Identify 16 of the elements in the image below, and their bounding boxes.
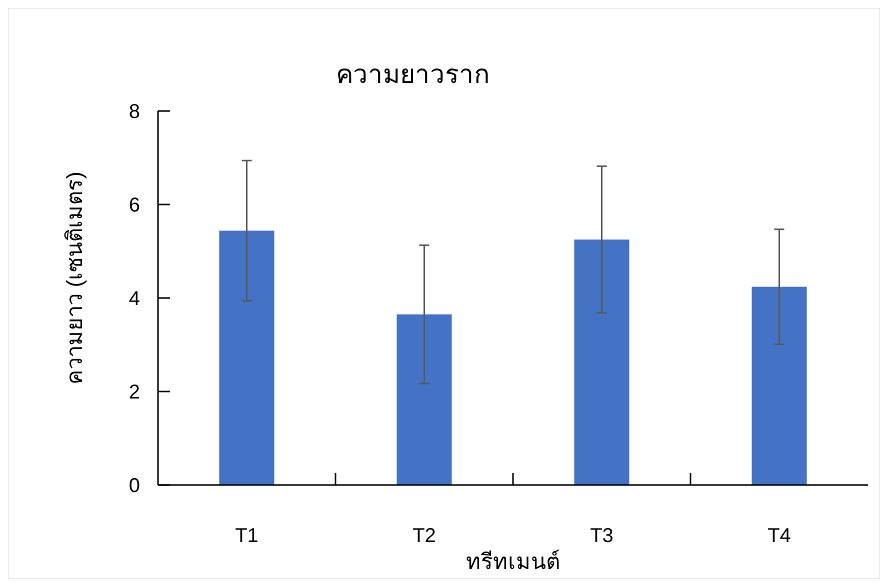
y-tick-label: 0 [128,475,140,497]
chart-title: ความยาวราก [336,59,490,89]
x-axis-title: ทรีทเมนต์ [466,549,560,574]
bar [219,230,274,485]
x-tick-label: T4 [768,525,791,547]
y-tick-label: 2 [128,382,140,404]
y-axis-title: ความยาว (เซนติเมตร) [62,172,87,384]
x-tick-label: T3 [590,525,614,547]
bar [574,240,630,485]
x-tick-label: T1 [235,525,258,547]
y-tick-label: 8 [128,101,140,123]
bar [752,286,807,485]
bar [396,314,452,485]
y-tick-label: 6 [128,194,140,216]
x-tick-label: T2 [412,525,436,547]
y-tick-label: 4 [128,288,140,310]
